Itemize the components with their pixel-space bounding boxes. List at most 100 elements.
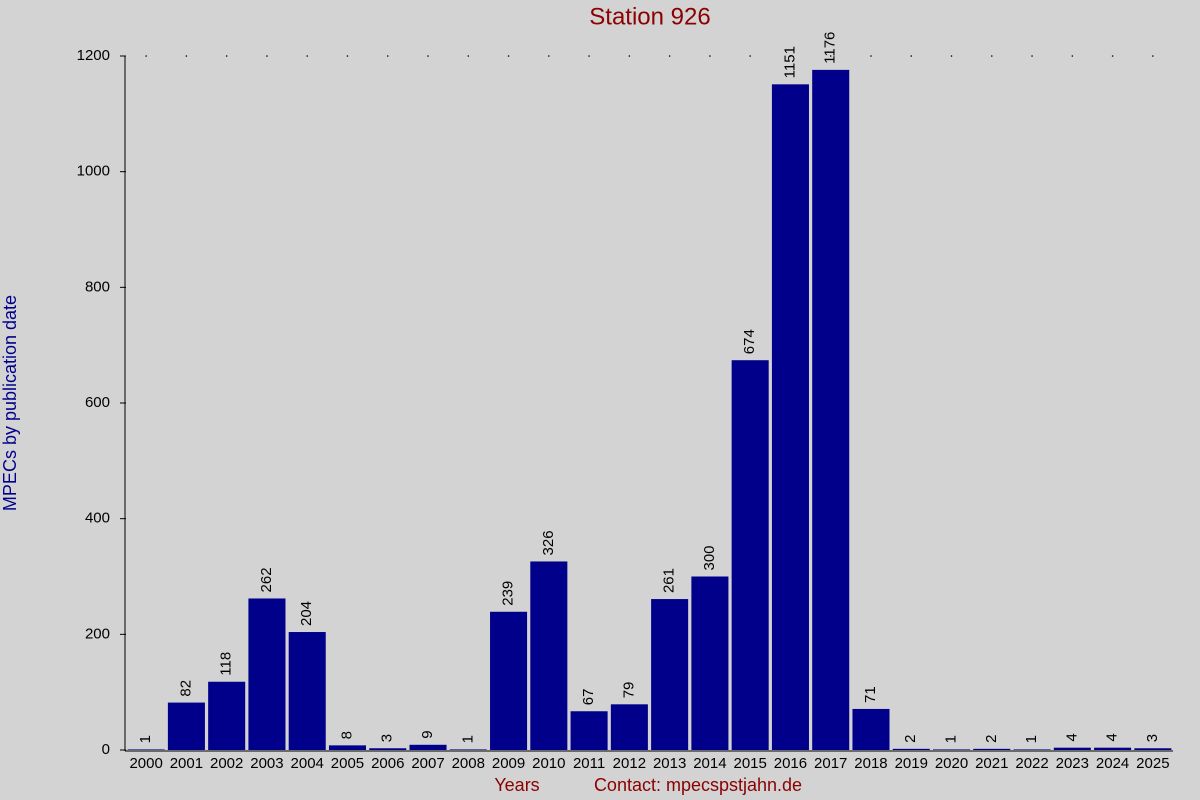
bar bbox=[1134, 748, 1172, 750]
x-tick-label: 2002 bbox=[210, 755, 243, 772]
top-dot bbox=[1071, 55, 1074, 57]
top-dot bbox=[346, 55, 349, 57]
x-tick-label: 2009 bbox=[492, 755, 525, 772]
value-label: 1176 bbox=[822, 32, 839, 64]
top-dot bbox=[507, 55, 510, 57]
value-label: 1 bbox=[1023, 735, 1040, 743]
bar bbox=[932, 749, 971, 750]
x-tick-label: 2010 bbox=[532, 755, 565, 772]
top-dot bbox=[427, 55, 429, 57]
x-tick-label: 2004 bbox=[291, 755, 324, 772]
x-tick-label: 2012 bbox=[613, 755, 646, 772]
top-dot bbox=[910, 55, 913, 57]
bar bbox=[691, 576, 729, 750]
bar bbox=[1013, 749, 1051, 750]
value-label: 79 bbox=[620, 682, 637, 699]
bar bbox=[651, 599, 689, 750]
top-dot bbox=[185, 55, 188, 57]
bar bbox=[771, 84, 809, 751]
y-tick-label: 1200 bbox=[77, 47, 110, 64]
value-label: 82 bbox=[177, 680, 194, 697]
x-axis-label: Years bbox=[494, 775, 539, 795]
y-tick-label: 400 bbox=[85, 510, 110, 527]
x-tick-label: 2001 bbox=[170, 755, 203, 772]
value-label: 300 bbox=[701, 545, 718, 570]
x-tick-label: 2000 bbox=[129, 755, 162, 772]
value-label: 674 bbox=[741, 329, 758, 354]
value-label: 71 bbox=[862, 686, 879, 703]
y-tick-label: 200 bbox=[85, 625, 110, 642]
bar bbox=[610, 704, 648, 750]
bar bbox=[892, 748, 930, 750]
chart-title: Station 926 bbox=[589, 3, 710, 30]
top-dot bbox=[789, 55, 792, 57]
value-label: 261 bbox=[661, 568, 678, 593]
bar bbox=[449, 749, 487, 750]
value-label: 1 bbox=[942, 735, 959, 743]
top-dot bbox=[266, 55, 268, 57]
annotation: Contact: mpecspstjahn.de bbox=[594, 775, 802, 795]
bar bbox=[490, 611, 528, 750]
bar bbox=[328, 745, 367, 750]
bar bbox=[409, 744, 447, 750]
x-tick-label: 2017 bbox=[814, 755, 847, 772]
value-label: 118 bbox=[218, 652, 235, 676]
top-dot bbox=[145, 55, 147, 57]
value-label: 1 bbox=[459, 735, 476, 743]
y-axis-label: MPECs by publication date bbox=[0, 295, 20, 511]
bar bbox=[973, 748, 1011, 750]
x-tick-label: 2008 bbox=[452, 755, 485, 772]
value-label: 67 bbox=[580, 689, 597, 706]
value-label: 4 bbox=[1104, 733, 1121, 741]
value-label: 262 bbox=[258, 567, 275, 592]
x-tick-label: 2020 bbox=[935, 755, 968, 772]
value-label: 204 bbox=[298, 601, 315, 626]
y-tick-label: 600 bbox=[85, 394, 110, 411]
x-tick-label: 2025 bbox=[1136, 755, 1169, 772]
x-tick-label: 2015 bbox=[733, 755, 766, 772]
x-tick-label: 2011 bbox=[573, 755, 605, 772]
bar bbox=[852, 708, 890, 750]
top-dot bbox=[870, 55, 872, 57]
value-label: 3 bbox=[379, 734, 396, 742]
top-dot bbox=[709, 55, 711, 57]
y-tick-label: 1000 bbox=[77, 163, 110, 180]
top-dot bbox=[588, 55, 590, 57]
bar bbox=[1053, 747, 1091, 750]
y-tick-label: 800 bbox=[85, 278, 110, 295]
bar bbox=[369, 748, 407, 750]
value-label: 2 bbox=[983, 734, 1000, 742]
top-dot bbox=[1152, 55, 1154, 57]
x-tick-label: 2007 bbox=[411, 755, 444, 772]
top-dot bbox=[1031, 55, 1033, 57]
bar bbox=[530, 561, 568, 750]
top-dot bbox=[467, 55, 470, 57]
x-tick-label: 2014 bbox=[693, 755, 726, 772]
x-tick-label: 2022 bbox=[1015, 755, 1048, 772]
value-label: 1151 bbox=[781, 46, 798, 78]
top-dot bbox=[225, 55, 228, 57]
value-label: 9 bbox=[419, 730, 436, 738]
top-dot bbox=[950, 55, 953, 57]
x-tick-label: 2016 bbox=[774, 755, 807, 772]
value-label: 239 bbox=[500, 581, 517, 606]
value-label: 3 bbox=[1144, 734, 1161, 742]
x-tick-label: 2006 bbox=[371, 755, 404, 772]
value-label: 1 bbox=[137, 735, 154, 743]
x-tick-label: 2024 bbox=[1096, 755, 1129, 772]
top-dot bbox=[829, 55, 832, 57]
bar bbox=[248, 598, 286, 750]
top-dot bbox=[668, 55, 671, 57]
top-dot bbox=[548, 55, 550, 57]
bar bbox=[1094, 747, 1132, 750]
value-label: 326 bbox=[540, 530, 557, 555]
value-label: 4 bbox=[1063, 733, 1080, 741]
top-dot bbox=[749, 55, 751, 57]
bar bbox=[127, 749, 165, 750]
x-tick-label: 2005 bbox=[331, 755, 364, 772]
top-dot bbox=[628, 55, 631, 57]
top-dot bbox=[990, 55, 993, 57]
bar bbox=[570, 711, 608, 750]
